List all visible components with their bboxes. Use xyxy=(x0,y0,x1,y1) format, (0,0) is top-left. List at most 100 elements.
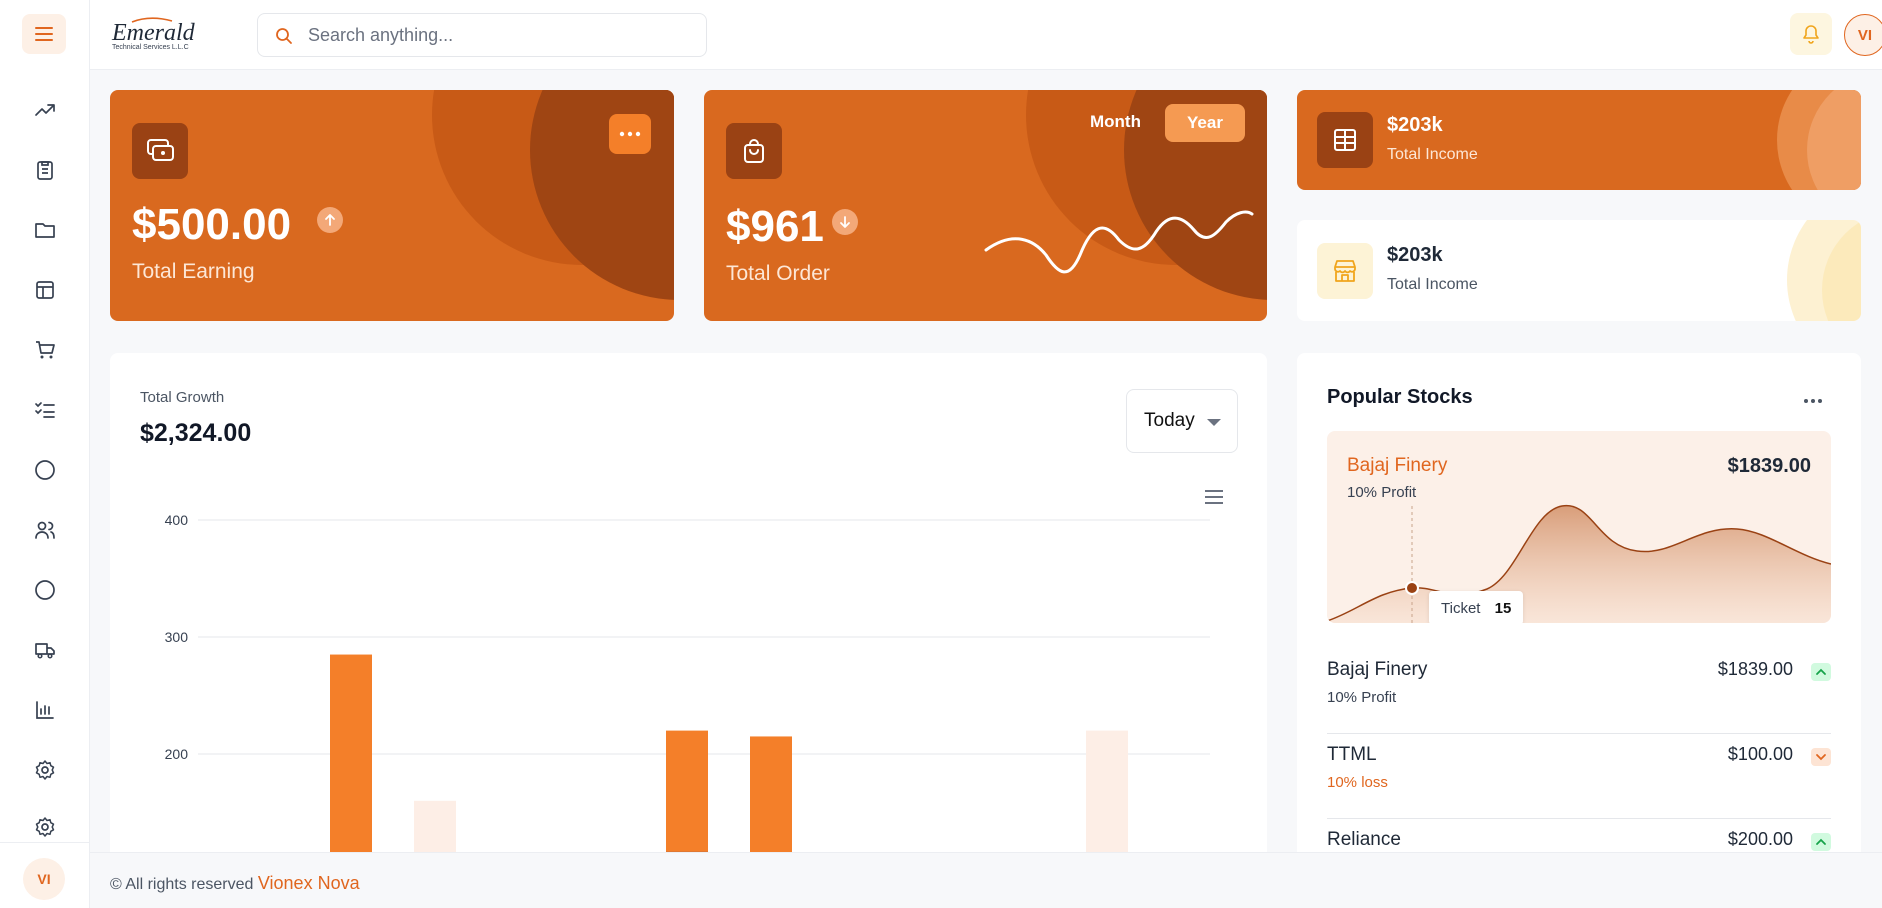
circle-icon xyxy=(35,460,55,480)
settings-icon xyxy=(35,817,55,837)
cart-icon xyxy=(36,341,55,359)
stocks-more-button[interactable] xyxy=(1803,391,1823,409)
featured-stock-price: $1839.00 xyxy=(1727,455,1811,477)
company-logo: Emerald Technical Services L.L.C xyxy=(111,17,196,51)
earning-trend xyxy=(317,207,343,233)
topbar: Emerald Technical Services L.L.C VI xyxy=(90,0,1882,70)
sidebar-avatar[interactable]: VI xyxy=(23,858,65,900)
circle-icon xyxy=(35,580,55,600)
stock-name: TTML xyxy=(1327,744,1377,765)
earning-more-button[interactable] xyxy=(609,114,651,154)
bar-segment[interactable] xyxy=(1086,730,1128,852)
order-icon-box xyxy=(726,123,782,179)
popular-stocks-card: Popular Stocks Bajaj Finery 10% Profit $… xyxy=(1297,353,1861,852)
list-item[interactable]: Bajaj Finery 10% Profit $1839.00 xyxy=(1327,649,1831,734)
store-icon xyxy=(1334,260,1356,282)
earning-amount: $500.00 xyxy=(132,200,292,249)
bar-segment[interactable] xyxy=(330,654,372,852)
order-label: Total Order xyxy=(726,262,830,285)
sidebar-item-users[interactable] xyxy=(30,515,60,545)
bar-segment[interactable] xyxy=(750,736,792,852)
search-bar[interactable] xyxy=(257,13,707,57)
sidebar-item-circle-2[interactable] xyxy=(30,575,60,605)
bar-segment[interactable] xyxy=(666,730,708,852)
sidebar-item-cart[interactable] xyxy=(30,335,60,365)
chevron-up-icon xyxy=(1816,838,1826,845)
income-label-1: Total Income xyxy=(1387,146,1478,163)
notifications-button[interactable] xyxy=(1790,13,1832,55)
income-icon-box xyxy=(1317,112,1373,168)
growth-amount: $2,324.00 xyxy=(140,419,252,447)
cards-icon xyxy=(147,139,174,161)
search-icon xyxy=(276,28,292,44)
sidebar-item-layout[interactable] xyxy=(30,275,60,305)
users-icon xyxy=(35,521,55,539)
trend-badge xyxy=(1811,663,1831,681)
folder-icon xyxy=(35,223,55,238)
sidebar-item-circle-1[interactable] xyxy=(30,455,60,485)
stock-name: Reliance xyxy=(1327,829,1401,850)
sidebar-item-checklist[interactable] xyxy=(30,395,60,425)
chart-tooltip: Ticket 15 xyxy=(1429,591,1524,623)
chevron-down-icon xyxy=(1816,754,1826,761)
sidebar-item-settings-2[interactable] xyxy=(30,815,60,839)
stock-price: $100.00 xyxy=(1727,744,1793,764)
user-avatar[interactable]: VI xyxy=(1844,14,1882,56)
trending-up-icon xyxy=(35,104,55,116)
sidebar-item-tasks[interactable] xyxy=(30,155,60,185)
arrow-down-icon xyxy=(840,216,850,228)
bar-segment[interactable] xyxy=(666,851,708,852)
tooltip-value: 15 xyxy=(1494,600,1512,617)
toggle-year-button[interactable]: Year xyxy=(1165,104,1245,142)
truck-icon xyxy=(35,643,55,659)
checklist-icon xyxy=(35,402,55,418)
stock-price: $200.00 xyxy=(1727,829,1793,849)
stock-price: $1839.00 xyxy=(1717,659,1793,679)
featured-stock-profit: 10% Profit xyxy=(1347,484,1417,501)
sidebar-item-analytics[interactable] xyxy=(30,95,60,125)
hamburger-icon xyxy=(35,27,53,41)
settings-icon xyxy=(35,760,55,780)
bell-icon xyxy=(1803,25,1819,44)
earning-icon-box xyxy=(132,123,188,179)
period-select[interactable]: Today xyxy=(1126,389,1238,453)
search-input[interactable] xyxy=(308,14,698,56)
earning-label: Total Earning xyxy=(132,260,255,283)
toggle-month-button[interactable]: Month xyxy=(1090,112,1141,131)
chart-menu-button[interactable] xyxy=(1204,489,1224,510)
list-item[interactable]: TTML 10% loss $100.00 xyxy=(1327,734,1831,819)
more-horizontal-icon xyxy=(619,131,641,137)
menu-toggle-button[interactable] xyxy=(22,14,66,54)
chevron-up-icon xyxy=(1816,668,1826,675)
sidebar-item-delivery[interactable] xyxy=(30,635,60,665)
sidebar-item-settings[interactable] xyxy=(30,755,60,785)
trend-badge xyxy=(1811,833,1831,851)
table-icon xyxy=(1334,129,1356,151)
income-label-2: Total Income xyxy=(1387,276,1478,293)
y-tick-label: 200 xyxy=(165,746,189,762)
footer-brand-link[interactable]: Vionex Nova xyxy=(257,873,360,893)
y-tick-label: 400 xyxy=(165,512,189,528)
sidebar-item-reports[interactable] xyxy=(30,695,60,725)
order-sparkline xyxy=(984,210,1254,274)
arrow-up-icon xyxy=(325,214,335,226)
more-horizontal-icon xyxy=(1804,399,1822,403)
order-trend xyxy=(832,209,858,235)
total-earning-card: $500.00 Total Earning xyxy=(110,90,674,321)
sidebar-item-files[interactable] xyxy=(30,215,60,245)
growth-label: Total Growth xyxy=(140,389,225,406)
income-amount-2: $203k xyxy=(1387,244,1443,266)
tooltip-label: Ticket xyxy=(1441,600,1481,617)
chevron-down-icon xyxy=(1207,419,1221,426)
svg-text:Emerald: Emerald xyxy=(111,20,196,46)
order-amount: $961 xyxy=(726,202,824,251)
layout-icon xyxy=(36,281,54,299)
featured-stock-panel[interactable]: Bajaj Finery 10% Profit $1839.00 Ticket … xyxy=(1327,431,1831,623)
y-tick-label: 300 xyxy=(165,629,189,645)
list-item[interactable]: Reliance $200.00 xyxy=(1327,819,1831,852)
bar-segment[interactable] xyxy=(414,800,456,852)
store-icon-box xyxy=(1317,243,1373,299)
total-order-card: Month Year $961 Total Order xyxy=(704,90,1267,321)
trend-badge xyxy=(1811,748,1831,766)
logo[interactable]: Emerald Technical Services L.L.C xyxy=(110,16,228,52)
